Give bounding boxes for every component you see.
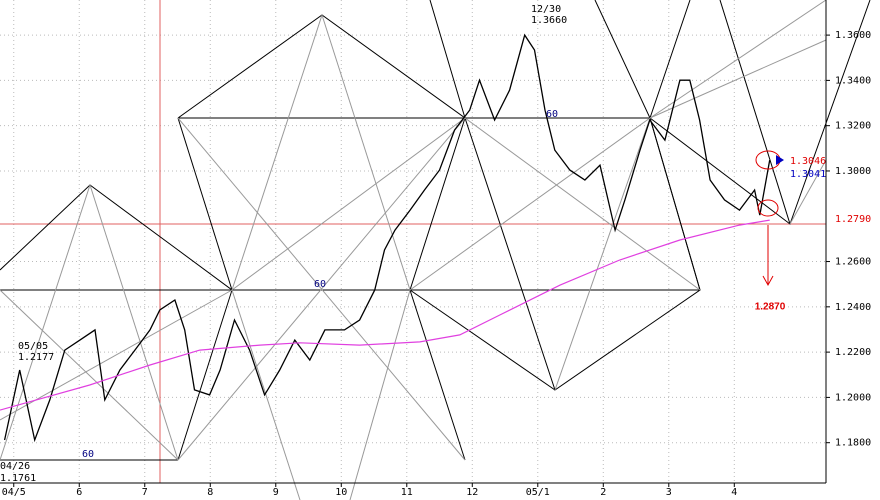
x-tick-label: 8	[207, 487, 213, 498]
y-tick-label: 1.3000	[835, 166, 871, 177]
annotation: 1.3041	[790, 169, 826, 180]
annotation: 1.2870	[755, 302, 786, 313]
fan-line	[321, 14, 411, 291]
series-layer	[0, 33, 771, 443]
fan-line	[231, 289, 301, 500]
x-tick-label: 10	[335, 487, 347, 498]
x-tick-label: 3	[666, 487, 672, 498]
fan-line	[231, 117, 466, 291]
y-tick-label: 1.2400	[835, 302, 871, 313]
x-tick-label: 11	[401, 487, 413, 498]
fan-line	[177, 117, 466, 461]
fan-line	[649, 0, 827, 119]
y-tick-label: 1.3600	[835, 30, 871, 41]
fan-line	[0, 289, 179, 461]
annotation: 04/26	[0, 461, 30, 472]
x-tick-label: 6	[76, 487, 82, 498]
fan-line	[349, 289, 411, 500]
x-tick-label: 2	[600, 487, 606, 498]
arrow-head	[762, 275, 774, 287]
fan-line	[409, 117, 651, 291]
fan-line	[464, 117, 701, 291]
annotation: 1.3660	[531, 15, 567, 26]
x-tick-label: 04/5	[2, 487, 26, 498]
annotation: 1.1761	[0, 473, 36, 484]
annotation: 60	[314, 279, 326, 290]
fan-line	[0, 289, 233, 421]
diamond-edge	[409, 289, 556, 391]
annotation: 60	[546, 109, 558, 120]
diamond-edge	[177, 117, 233, 291]
x-tick-label: 9	[273, 487, 279, 498]
annotation: 1.2790	[835, 214, 871, 225]
fan-line	[554, 117, 651, 391]
annotation: 1.2177	[18, 352, 54, 363]
x-tick-label: 12	[466, 487, 478, 498]
y-tick-label: 1.2600	[835, 257, 871, 268]
y-tick-label: 1.2200	[835, 347, 871, 358]
fan-line	[0, 184, 91, 461]
series-line	[3, 33, 771, 443]
fan-line	[89, 184, 179, 461]
annotation: 60	[82, 449, 94, 460]
diamond-edge	[0, 184, 233, 461]
x-tick-label: 05/1	[526, 487, 550, 498]
x-tick-label: 7	[142, 487, 148, 498]
diamond-edge	[719, 0, 791, 225]
annotation: 12/30	[531, 4, 561, 15]
y-tick-label: 1.3400	[835, 75, 871, 86]
y-tick-label: 1.2000	[835, 392, 871, 403]
highlight-circle	[757, 199, 779, 217]
fan-line	[789, 159, 827, 225]
fan-line	[649, 39, 827, 119]
annotation: 1.3046	[790, 156, 826, 167]
markers	[755, 150, 784, 287]
annotation: 05/05	[18, 341, 48, 352]
y-tick-label: 1.3200	[835, 121, 871, 132]
diamond-edge	[429, 0, 701, 391]
labels-layer: 1.1800 1.2000 1.2200 1.2400 1.2600 1.3000 1.32…	[0, 4, 871, 498]
x-tick-label: 4	[731, 487, 737, 498]
fan-line	[231, 14, 323, 291]
series-line	[0, 219, 770, 411]
y-tick-label: 1.1800	[835, 438, 871, 449]
blue-marker	[776, 155, 784, 165]
